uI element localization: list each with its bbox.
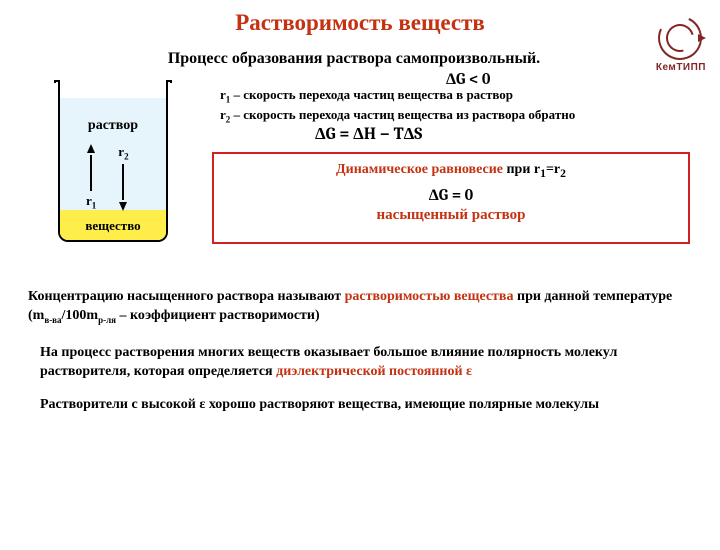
r1-sub: 1: [92, 201, 97, 211]
logo-mark: [658, 16, 704, 62]
logo-text: КемТИПП: [656, 62, 706, 73]
logo: КемТИПП: [656, 16, 706, 73]
term-dyn-eq: Динамическое равновесие: [336, 162, 503, 177]
def-r2: r2 – скорость перехода частиц вещества и…: [220, 106, 690, 126]
hl-solubility: растворимостью вещества: [345, 289, 514, 304]
diagram-row: раствор r1 r2 вещество r1 – скорость пер…: [0, 82, 720, 262]
term-saturated: насыщенный раствор: [224, 207, 678, 224]
r2-sub: 2: [124, 152, 129, 162]
label-veshestvo: вещество: [60, 218, 166, 234]
subtitle-text: Процесс образования раствора самопроизво…: [168, 50, 540, 67]
equilibrium-box: Динамическое равновесие при r1=r2 ΔG = 0…: [212, 152, 690, 244]
hl-dielectric: диэлектрической постоянной ε: [276, 364, 472, 379]
def-r1: r1 – скорость перехода частиц вещества в…: [220, 86, 690, 106]
arrow-r2: r2: [118, 144, 128, 211]
equilibrium-line: Динамическое равновесие при r1=r2: [224, 162, 678, 180]
paragraph-solubility-def: Концентрацию насыщенного раствора называ…: [28, 288, 692, 326]
rate-definitions: r1 – скорость перехода частиц вещества в…: [220, 86, 690, 125]
page-title: Растворимость веществ: [0, 10, 720, 36]
arrows-group: r1 r2: [86, 144, 129, 211]
paragraph-high-eps: Растворители с высокой ε хорошо растворя…: [40, 396, 692, 415]
formula-dg0: ΔG = 0: [224, 186, 678, 205]
paragraph-polarity: На процесс растворения многих веществ ок…: [40, 344, 692, 382]
subtitle-row: Процесс образования раствора самопроизво…: [0, 50, 720, 68]
beaker-diagram: раствор r1 r2 вещество: [58, 82, 168, 242]
label-rastvor: раствор: [60, 118, 166, 134]
arrow-r1: r1: [86, 144, 96, 211]
